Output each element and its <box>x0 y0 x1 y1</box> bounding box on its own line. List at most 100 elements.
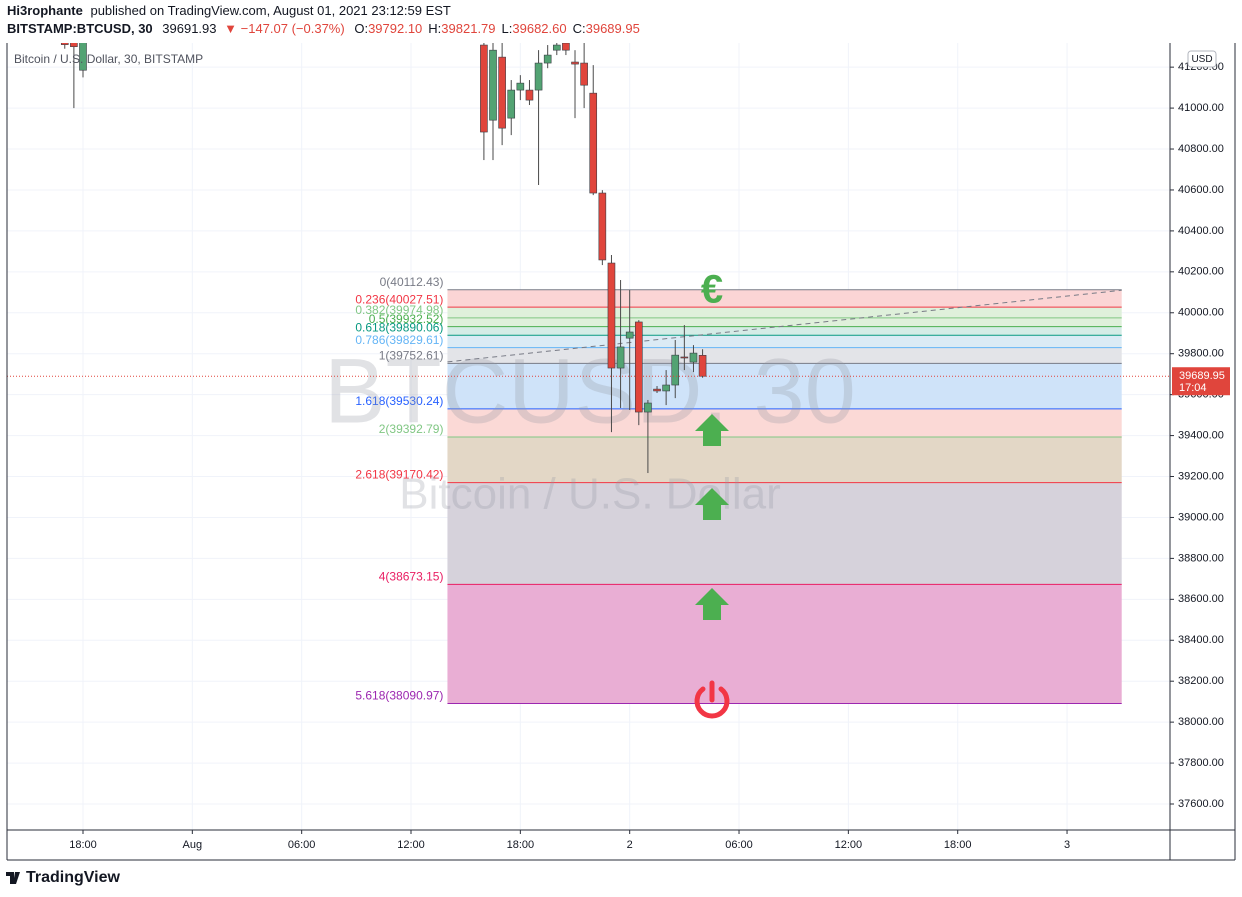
fib-band <box>447 317 1122 327</box>
fib-label: 2(39392.79) <box>379 422 444 436</box>
fib-label: 0.382(39974.98) <box>355 303 443 317</box>
watermark: BTCUSD, 30 <box>324 340 856 442</box>
candle-body <box>507 89 516 119</box>
candle-body <box>70 43 78 47</box>
fib-band <box>447 408 1122 438</box>
candle-body <box>79 43 87 71</box>
fib-label: 5.618(38090.97) <box>355 689 443 703</box>
x-tick-label: 2 <box>627 839 633 851</box>
power-icon <box>694 686 730 719</box>
candle-body <box>598 192 607 261</box>
y-tick-label: 39400.00 <box>1178 429 1224 441</box>
euro-icon: € <box>701 268 723 312</box>
fib-band <box>447 289 1122 308</box>
y-tick-label: 37600.00 <box>1178 798 1224 810</box>
candle-body <box>680 356 689 359</box>
arrow-icon <box>695 488 729 520</box>
fib-band <box>447 437 1122 483</box>
currency: USD <box>1191 54 1212 65</box>
fib-band <box>447 347 1122 364</box>
fib-band <box>447 326 1122 336</box>
candle-body <box>644 402 652 413</box>
fib-label: 4(38673.15) <box>379 570 444 584</box>
fib-label: 0.618(39890.06) <box>355 320 443 334</box>
y-tick-label: 37800.00 <box>1178 757 1224 769</box>
fib-label: 1.618(39530.24) <box>355 394 443 408</box>
ohlc-label: C: <box>573 21 586 36</box>
brand: TradingView <box>26 869 121 886</box>
y-tick-label: 38000.00 <box>1178 716 1224 728</box>
fib-band <box>447 482 1122 585</box>
countdown: 17:04 <box>1179 382 1207 394</box>
y-tick-label: 38800.00 <box>1178 552 1224 564</box>
x-tick-label: 06:00 <box>288 839 316 851</box>
y-tick-label: 38600.00 <box>1178 593 1224 605</box>
x-tick-label: 12:00 <box>397 839 425 851</box>
last-price-label: 39689.95 <box>1179 370 1225 382</box>
candle-body <box>653 388 661 392</box>
x-tick-label: 18:00 <box>944 839 972 851</box>
arrow-icon <box>695 414 729 446</box>
y-tick-label: 39800.00 <box>1178 348 1224 360</box>
candle-body <box>625 331 634 339</box>
candle-body <box>589 92 598 194</box>
ohlc-label: L: <box>502 21 513 36</box>
y-tick-label: 38400.00 <box>1178 634 1224 646</box>
y-tick-label: 38200.00 <box>1178 675 1224 687</box>
fib-label: 2.618(39170.42) <box>355 468 443 482</box>
last-price-tag <box>1172 367 1230 396</box>
y-tick-label: 40000.00 <box>1178 307 1224 319</box>
x-tick-label: 3 <box>1064 839 1070 851</box>
candle-body <box>543 54 552 64</box>
candle-body <box>562 43 570 51</box>
currency-box <box>1187 50 1217 68</box>
candle-body <box>480 44 488 133</box>
fib-label: 0.236(40027.51) <box>355 292 443 306</box>
author: Hi3rophante <box>7 3 83 18</box>
published: published on TradingView.com, August 01,… <box>90 3 450 18</box>
ohlc-value: 39689.95 <box>586 21 640 36</box>
ohlc-label: O: <box>354 21 368 36</box>
plot-area: 0(40112.43) 0.236(40027.51)0.382(39974.98… <box>7 43 1170 830</box>
logo-mark <box>6 872 20 884</box>
candle-body <box>580 62 588 86</box>
y-tick-label: 39200.00 <box>1178 470 1224 482</box>
symbol: BITSTAMP:BTCUSD, 30 <box>7 21 153 36</box>
candle-body <box>534 62 543 91</box>
candle-body <box>689 352 698 363</box>
y-tick-label: 40600.00 <box>1178 184 1224 196</box>
candle-body <box>525 89 534 101</box>
x-tick-label: Aug <box>183 839 203 851</box>
candle-body <box>634 321 643 413</box>
candle-body <box>516 82 525 91</box>
x-tick-label: 18:00 <box>69 839 97 851</box>
candle-body <box>671 354 680 386</box>
candle-body <box>571 61 579 65</box>
candle-body <box>616 346 625 369</box>
ohlc-value: 39792.10 <box>368 21 422 36</box>
x-tick-label: 18:00 <box>507 839 535 851</box>
ohlc-value: 39682.60 <box>512 21 566 36</box>
fib-band <box>447 584 1122 704</box>
legend: Bitcoin / U.S. Dollar, 30, BITSTAMP <box>14 52 203 66</box>
y-tick-label: 40200.00 <box>1178 266 1224 278</box>
x-tick-label: 06:00 <box>725 839 753 851</box>
y-tick-label: 39000.00 <box>1178 511 1224 523</box>
candle-body <box>489 49 497 121</box>
fib-label: 0.5(39932.52) <box>369 312 444 326</box>
fib-label: 1(39752.61) <box>379 349 444 363</box>
arrow-icon <box>695 588 729 620</box>
fib-band <box>447 363 1122 409</box>
header-line-2: BITSTAMP:BTCUSD, 30 39691.93 ▼ −147.07 (… <box>7 21 640 36</box>
x-tick-label: 12:00 <box>835 839 863 851</box>
watermark-subtitle: Bitcoin / U.S. Dollar <box>399 470 780 519</box>
y-tick-label: 40400.00 <box>1178 225 1224 237</box>
fib-label: 0(40112.43) <box>380 275 444 289</box>
ohlc-value: 39821.79 <box>441 21 495 36</box>
change: ▼ −147.07 (−0.37%) <box>224 21 345 36</box>
fib-label: 0.786(39829.61) <box>355 333 443 347</box>
candle-body <box>698 355 707 377</box>
fib-band <box>447 335 1122 348</box>
candle-body <box>552 44 561 51</box>
candle-body <box>662 384 670 392</box>
